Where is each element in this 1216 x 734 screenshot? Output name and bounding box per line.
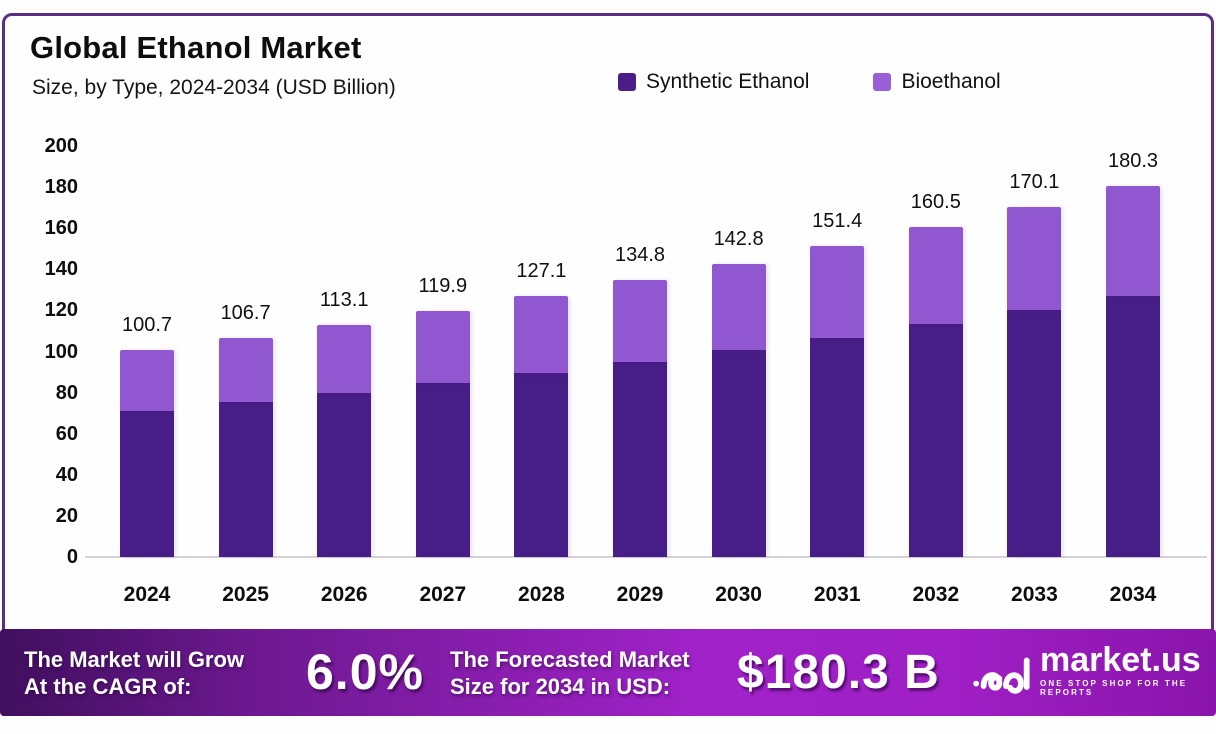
bar-segment-synthetic-2028 (514, 372, 569, 557)
bar-total-label-2028: 127.1 (516, 259, 567, 282)
legend-label: Synthetic Ethanol (646, 70, 810, 93)
bar-total-label-2031: 151.4 (812, 209, 863, 232)
forecast-value: $180.3 B (737, 646, 940, 699)
footer-banner: The Market will Grow At the CAGR of: 6.0… (0, 629, 1216, 716)
bar-segment-bioethanol-2033 (1007, 207, 1062, 311)
y-axis-tick-label: 140 (44, 258, 78, 281)
bar-segment-bioethanol-2026 (317, 324, 372, 393)
x-axis-label-2031: 2031 (813, 583, 861, 606)
page-title: Global Ethanol Market (30, 30, 362, 65)
x-axis-label-2030: 2030 (715, 583, 762, 606)
forecast-label-line2: Size for 2034 in USD: (450, 674, 671, 699)
y-axis-tick-label: 0 (66, 546, 78, 568)
y-axis-tick-label: 120 (44, 299, 78, 322)
bar-total-label-2026: 113.1 (319, 288, 369, 311)
bar-segment-bioethanol-2031 (810, 245, 865, 338)
page-subtitle: Size, by Type, 2024-2034 (USD Billion) (32, 76, 396, 99)
bar-total-label-2030: 142.8 (713, 227, 764, 250)
bar-total-label-2034: 180.3 (1107, 150, 1159, 173)
bar-segment-synthetic-2033 (1007, 310, 1062, 557)
x-axis-label-2034: 2034 (1109, 583, 1157, 606)
bar-segment-synthetic-2032 (908, 324, 963, 557)
bar-total-label-2032: 160.5 (910, 191, 961, 214)
x-axis-label-2025: 2025 (222, 583, 269, 606)
bar-segment-synthetic-2025 (218, 402, 273, 557)
bar-segment-synthetic-2031 (810, 337, 865, 557)
y-axis-tick-label: 200 (44, 135, 78, 157)
synthetic-swatch-icon (618, 73, 636, 91)
cagr-label: The Market will Grow At the CAGR of: (24, 646, 244, 700)
bar-segment-synthetic-2030 (711, 349, 766, 557)
forecast-label: The Forecasted Market Size for 2034 in U… (450, 646, 690, 700)
bar-segment-bioethanol-2032 (908, 227, 963, 325)
bar-segment-bioethanol-2024 (120, 350, 174, 412)
x-axis-label-2032: 2032 (912, 583, 960, 606)
marketus-logo-icon (973, 657, 1030, 694)
legend-item-bioethanol: Bioethanol (873, 70, 1001, 94)
cagr-value: 6.0% (306, 644, 424, 700)
bar-total-label-2033: 170.1 (1009, 171, 1060, 194)
y-axis-tick-label: 180 (44, 176, 78, 199)
bar-segment-bioethanol-2030 (711, 263, 766, 350)
bar-segment-bioethanol-2027 (415, 310, 470, 384)
y-axis-tick-label: 60 (55, 422, 78, 445)
cagr-label-line1: The Market will Grow (24, 647, 245, 672)
bar-segment-bioethanol-2034 (1106, 186, 1160, 296)
x-axis-label-2029: 2029 (616, 583, 664, 606)
bar-segment-synthetic-2027 (415, 383, 470, 557)
legend: Synthetic Ethanol Bioethanol (618, 70, 1001, 94)
bar-total-label-2029: 134.8 (614, 243, 666, 266)
y-axis-tick-label: 20 (55, 504, 78, 527)
bar-total-label-2025: 106.7 (220, 301, 271, 324)
bar-total-label-2024: 100.7 (121, 314, 173, 337)
x-axis-label-2028: 2028 (518, 583, 565, 606)
x-axis-label-2027: 2027 (419, 583, 467, 606)
bar-segment-synthetic-2029 (613, 361, 667, 557)
legend-label: Bioethanol (901, 70, 1001, 93)
brand-tagline: ONE STOP SHOP FOR THE REPORTS (1040, 679, 1188, 697)
forecast-label-line1: The Forecasted Market (450, 647, 690, 672)
bar-total-label-2027: 119.9 (418, 274, 468, 297)
bar-segment-bioethanol-2029 (613, 279, 667, 362)
legend-item-synthetic: Synthetic Ethanol (618, 70, 809, 94)
brand-name: market.us (1040, 641, 1201, 679)
y-axis-tick-label: 160 (44, 217, 78, 240)
x-axis-label-2024: 2024 (123, 583, 171, 606)
bar-segment-bioethanol-2025 (218, 337, 273, 403)
x-axis-label-2033: 2033 (1011, 583, 1058, 606)
bar-segment-synthetic-2024 (120, 411, 174, 557)
marketus-brand: market.us ONE STOP SHOP FOR THE REPORTS (1040, 643, 1216, 697)
y-axis-tick-label: 40 (55, 463, 78, 486)
x-axis-label-2026: 2026 (320, 583, 368, 606)
bioethanol-swatch-icon (873, 73, 892, 91)
cagr-label-line2: At the CAGR of: (24, 674, 192, 699)
bar-segment-synthetic-2034 (1106, 295, 1160, 557)
y-axis-tick-label: 80 (55, 381, 78, 404)
x-axis-line (85, 556, 1207, 558)
y-axis-tick-label: 100 (44, 340, 78, 363)
bar-segment-synthetic-2026 (317, 393, 372, 557)
bar-segment-bioethanol-2028 (514, 295, 569, 373)
